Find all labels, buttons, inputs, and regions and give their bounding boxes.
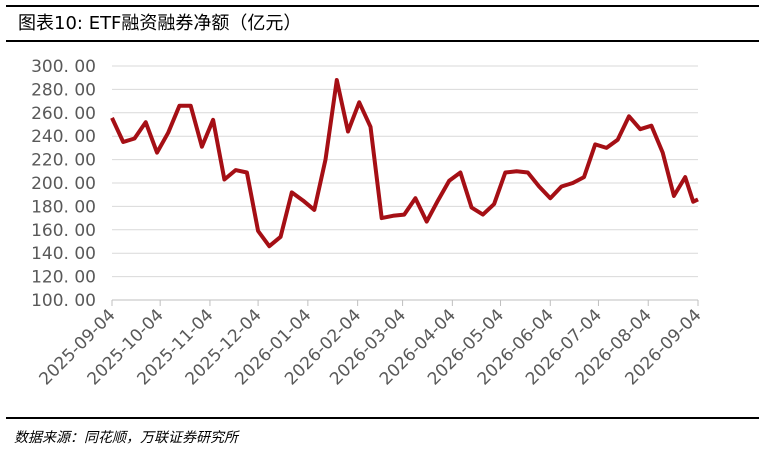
- y-tick-label: 200. 00: [31, 174, 96, 194]
- y-tick-label: 140. 00: [31, 244, 96, 264]
- y-tick-label: 240. 00: [31, 127, 96, 147]
- y-tick-label: 280. 00: [31, 80, 96, 100]
- y-tick-label: 260. 00: [31, 104, 96, 124]
- data-line: [110, 78, 699, 249]
- y-tick-label: 120. 00: [31, 268, 96, 288]
- y-tick-label: 100. 00: [31, 291, 96, 311]
- y-tick-label: 300. 00: [31, 57, 96, 77]
- y-tick-label: 180. 00: [31, 197, 96, 217]
- chart-title: 图表10: ETF融资融券净额（亿元）: [18, 13, 301, 34]
- y-tick-label: 220. 00: [31, 151, 96, 171]
- source: 数据来源：同花顺，万联证券研究所: [14, 430, 240, 446]
- y-tick-label: 160. 00: [31, 221, 96, 241]
